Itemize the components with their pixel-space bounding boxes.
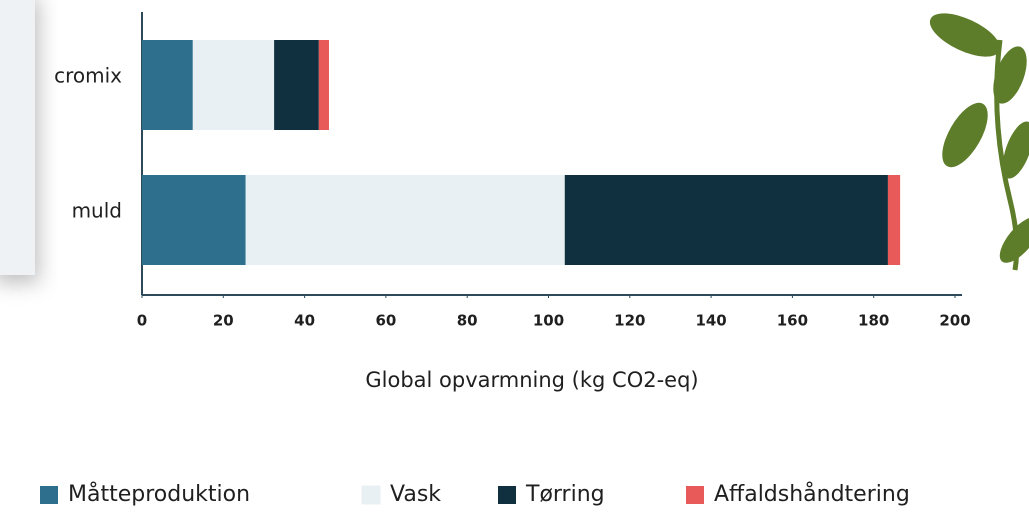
legend-swatch xyxy=(686,486,704,504)
x-tick-label: 80 xyxy=(457,312,478,330)
bar-segment xyxy=(245,175,565,265)
legend-label: Måtteproduktion xyxy=(68,481,250,507)
category-label: cromix xyxy=(54,64,122,88)
x-tick-label: 40 xyxy=(294,312,315,330)
x-tick-label: 180 xyxy=(858,312,889,330)
category-label: muld xyxy=(72,199,122,223)
legend-swatch xyxy=(498,486,516,504)
legend-label: Affaldshåndtering xyxy=(714,481,910,507)
x-tick-label: 160 xyxy=(777,312,808,330)
x-tick-label: 120 xyxy=(614,312,645,330)
x-tick-label: 20 xyxy=(213,312,234,330)
legend-label: Tørring xyxy=(525,482,605,507)
bar-segment xyxy=(318,40,329,130)
leaf-decoration xyxy=(929,13,1029,271)
legend-swatch xyxy=(40,486,58,504)
bar-segment xyxy=(142,175,246,265)
x-axis-title: Global opvarmning (kg CO2-eq) xyxy=(365,368,698,392)
bar-segment xyxy=(887,175,901,265)
bar-segment xyxy=(192,40,275,130)
legend-swatch xyxy=(361,485,381,505)
x-tick-label: 100 xyxy=(533,312,564,330)
bar-segment xyxy=(142,40,193,130)
x-tick-label: 140 xyxy=(695,312,726,330)
card xyxy=(0,0,35,275)
x-tick-label: 60 xyxy=(375,312,396,330)
bar-segment xyxy=(274,40,319,130)
legend-label: Vask xyxy=(390,482,441,507)
x-tick-label: 0 xyxy=(137,312,147,330)
x-tick-label: 200 xyxy=(939,312,970,330)
bar-segment xyxy=(564,175,888,265)
